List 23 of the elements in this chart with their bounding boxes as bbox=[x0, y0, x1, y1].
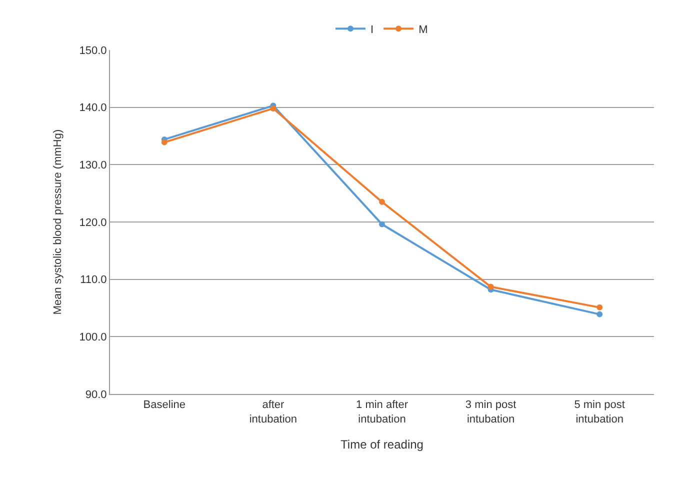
x-axis-title: Time of reading bbox=[340, 437, 424, 452]
point bbox=[161, 139, 168, 146]
y-tick-label: 130.0 bbox=[79, 160, 107, 172]
point bbox=[379, 198, 385, 205]
x-tick-label: 1 min after intubation bbox=[356, 399, 408, 426]
y-tick-label: 120.0 bbox=[79, 216, 107, 229]
y-tick-label: 100.0 bbox=[79, 332, 107, 344]
x-tick-label: Baseline bbox=[143, 399, 186, 412]
point bbox=[596, 304, 603, 310]
point bbox=[270, 105, 276, 112]
x-tick-label: 5 min post intubation bbox=[574, 399, 625, 426]
point bbox=[379, 221, 385, 228]
y-tick-label: 150.0 bbox=[79, 44, 107, 57]
point bbox=[596, 311, 603, 318]
y-axis-title: Mean systolic blood pressure (mmHg) bbox=[52, 129, 64, 315]
point bbox=[488, 284, 494, 290]
legend-label: M bbox=[418, 24, 428, 36]
legend-label: I bbox=[370, 24, 374, 36]
x-tick-label: after intubation bbox=[249, 399, 298, 426]
y-tick-label: 110.0 bbox=[80, 274, 107, 286]
y-tick-label: 140.0 bbox=[79, 102, 107, 114]
y-tick-label: 90.0 bbox=[85, 388, 107, 401]
x-tick-label: 3 min post intubation bbox=[465, 399, 516, 426]
